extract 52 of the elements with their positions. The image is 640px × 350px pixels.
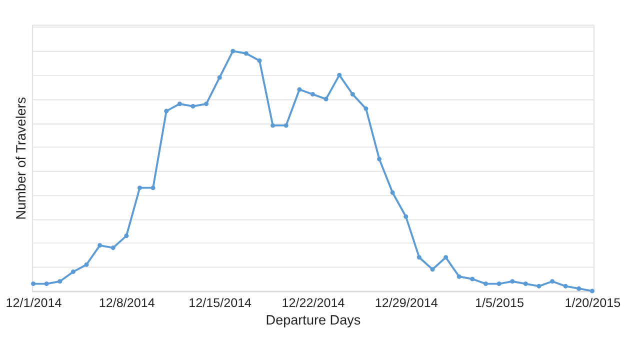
point <box>70 270 76 274</box>
point <box>230 48 236 54</box>
x-tick-label: 12/1/2014 <box>6 296 62 310</box>
x-tick-label: 1/20/2015 <box>564 296 621 310</box>
point <box>137 186 142 190</box>
point <box>337 72 342 78</box>
point <box>124 234 129 238</box>
x-tick-label: 12/15/2014 <box>188 296 252 310</box>
point <box>257 58 262 63</box>
point <box>496 282 502 286</box>
point <box>204 102 209 106</box>
x-tick-label: 12/22/2014 <box>282 296 345 310</box>
point <box>510 279 515 284</box>
point <box>590 288 594 294</box>
point <box>84 262 89 267</box>
y-axis-title: Number of Travelers <box>14 96 29 220</box>
point <box>456 274 462 279</box>
point <box>377 156 382 162</box>
point <box>390 190 395 195</box>
point <box>563 284 568 288</box>
point <box>483 282 488 286</box>
point <box>310 92 316 97</box>
point <box>244 51 248 56</box>
point <box>297 87 302 92</box>
point <box>44 282 49 286</box>
point <box>110 246 116 250</box>
point <box>416 255 422 260</box>
point <box>150 186 156 190</box>
x-tick-label: 12/8/2014 <box>98 296 155 310</box>
point <box>98 243 102 248</box>
point <box>470 276 475 282</box>
point <box>190 104 196 109</box>
point <box>324 96 328 102</box>
point <box>31 282 36 286</box>
point <box>576 286 582 291</box>
point <box>444 255 448 260</box>
point <box>177 102 182 106</box>
point <box>270 123 276 128</box>
point <box>430 267 435 272</box>
point <box>536 284 542 288</box>
x-axis-title: Departure Days <box>266 312 361 328</box>
x-tick-label: 1/5/2015 <box>475 296 524 310</box>
point <box>164 108 169 114</box>
point <box>284 123 288 128</box>
point <box>523 282 528 286</box>
point <box>364 106 368 111</box>
point <box>217 75 222 80</box>
point <box>350 92 355 97</box>
x-tick-label: 12/29/2014 <box>374 296 438 310</box>
point <box>58 279 62 284</box>
point <box>404 214 408 219</box>
point <box>550 279 555 284</box>
